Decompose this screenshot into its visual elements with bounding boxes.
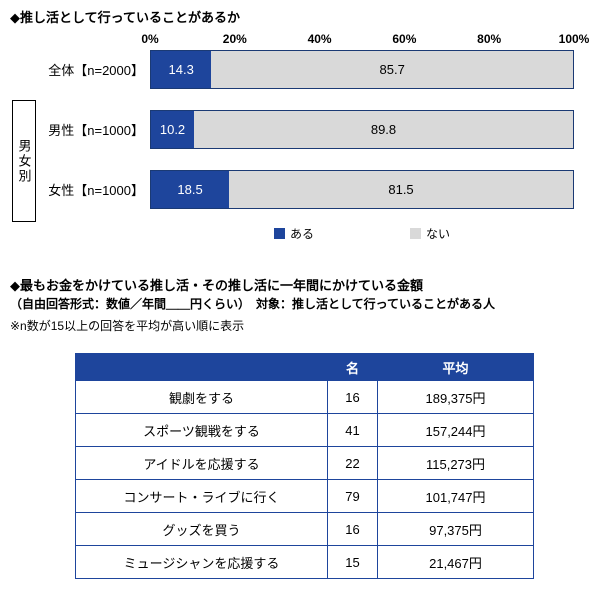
bar-track: 10.2 89.8 xyxy=(150,110,574,149)
bar-chart: 0% 20% 40% 60% 80% 100% 男女別 全体【n=2000】 1… xyxy=(10,30,590,242)
legend-item-nai: ない xyxy=(410,225,450,242)
header-cell-n: 名 xyxy=(327,353,378,381)
cell-average: 101,747円 xyxy=(377,479,534,513)
legend: ある ない xyxy=(150,225,574,242)
cell-n: 79 xyxy=(327,479,378,513)
table-row: 観劇をする 16 189,375円 xyxy=(75,380,534,414)
axis-tick: 20% xyxy=(222,32,247,46)
cell-average: 97,375円 xyxy=(377,512,534,546)
bar-segment-nai: 89.8 xyxy=(194,111,573,148)
bar-value-label: 10.2 xyxy=(159,122,186,137)
cell-average: 157,244円 xyxy=(377,413,534,447)
chart-title: ◆推し活として行っていることがあるか xyxy=(10,10,240,25)
bars: 男女別 全体【n=2000】 14.3 85.7 男性【n=1000】 xyxy=(10,50,590,222)
bar-value-label: 81.5 xyxy=(388,182,414,197)
cell-activity: スポーツ観戦をする xyxy=(75,413,328,447)
bar-value-label: 85.7 xyxy=(379,62,405,77)
axis-tick: 0% xyxy=(141,32,159,46)
bar-track: 18.5 81.5 xyxy=(150,170,574,209)
cell-average: 115,273円 xyxy=(377,446,534,480)
table-note: ※n数が15以上の回答を平均が高い順に表示 xyxy=(10,319,245,333)
bar-row-male: 男性【n=1000】 10.2 89.8 xyxy=(10,110,590,149)
cell-n: 22 xyxy=(327,446,378,480)
bar-value-label: 18.5 xyxy=(177,182,203,197)
cell-n: 16 xyxy=(327,512,378,546)
bar-row-total: 全体【n=2000】 14.3 85.7 xyxy=(10,50,590,89)
bar-segment-aru: 14.3 xyxy=(151,51,212,88)
axis-tick: 60% xyxy=(392,32,417,46)
bar-value-label: 89.8 xyxy=(370,122,397,137)
cell-n: 16 xyxy=(327,380,378,414)
cell-activity: ミュージシャンを応援する xyxy=(75,545,328,579)
axis-tick: 40% xyxy=(307,32,332,46)
legend-label-aru: ある xyxy=(289,227,314,241)
cell-activity: 観劇をする xyxy=(75,380,328,414)
cell-activity: コンサート・ライブに行く xyxy=(75,479,328,513)
axis-tick: 80% xyxy=(477,32,502,46)
table-subtitle: （自由回答形式：数値／年間＿＿円くらい） 対象：推し活として行っていることがある… xyxy=(10,297,496,311)
x-axis: 0% 20% 40% 60% 80% 100% xyxy=(141,30,589,50)
bar-track: 14.3 85.7 xyxy=(150,50,574,89)
table-row: グッズを買う 16 97,375円 xyxy=(75,512,534,546)
table-header-row: 名 平均 xyxy=(75,353,534,381)
table-title: ◆最もお金をかけている推し活・その推し活に一年間にかけている金額 xyxy=(10,278,423,293)
bar-value-label: 14.3 xyxy=(168,62,194,77)
cell-activity: グッズを買う xyxy=(75,512,328,546)
bar-segment-aru: 10.2 xyxy=(151,111,195,148)
gender-group-label: 男女別 xyxy=(16,138,32,184)
legend-swatch-nai xyxy=(410,228,421,239)
table-row: コンサート・ライブに行く 79 101,747円 xyxy=(75,479,534,513)
bar-segment-nai: 81.5 xyxy=(229,171,573,208)
bar-category-label: 全体【n=2000】 xyxy=(48,63,144,78)
legend-item-aru: ある xyxy=(273,225,314,242)
bar-segment-nai: 85.7 xyxy=(211,51,573,88)
header-cell-average: 平均 xyxy=(377,353,534,381)
cell-average: 189,375円 xyxy=(377,380,534,414)
gender-group-box: 男女別 xyxy=(12,100,36,222)
table-row: スポーツ観戦をする 41 157,244円 xyxy=(75,413,534,447)
axis-tick: 100% xyxy=(558,32,590,46)
cell-activity: アイドルを応援する xyxy=(75,446,328,480)
table-row: アイドルを応援する 22 115,273円 xyxy=(75,446,534,480)
legend-label-nai: ない xyxy=(426,227,451,241)
header-cell-activity xyxy=(75,353,328,381)
bar-category-label: 女性【n=1000】 xyxy=(48,183,144,198)
cell-average: 21,467円 xyxy=(377,545,534,579)
table-section: ◆最もお金をかけている推し活・その推し活に一年間にかけている金額 （自由回答形式… xyxy=(10,276,590,579)
bar-category-label: 男性【n=1000】 xyxy=(48,123,144,138)
bar-row-female: 女性【n=1000】 18.5 81.5 xyxy=(10,170,590,209)
table-row: ミュージシャンを応援する 15 21,467円 xyxy=(75,545,534,579)
cell-n: 15 xyxy=(327,545,378,579)
legend-swatch-aru xyxy=(273,228,285,239)
money-table: 名 平均 観劇をする 16 189,375円 スポーツ観戦をする 41 157,… xyxy=(75,353,534,579)
bar-segment-aru: 18.5 xyxy=(151,171,230,208)
cell-n: 41 xyxy=(327,413,378,447)
